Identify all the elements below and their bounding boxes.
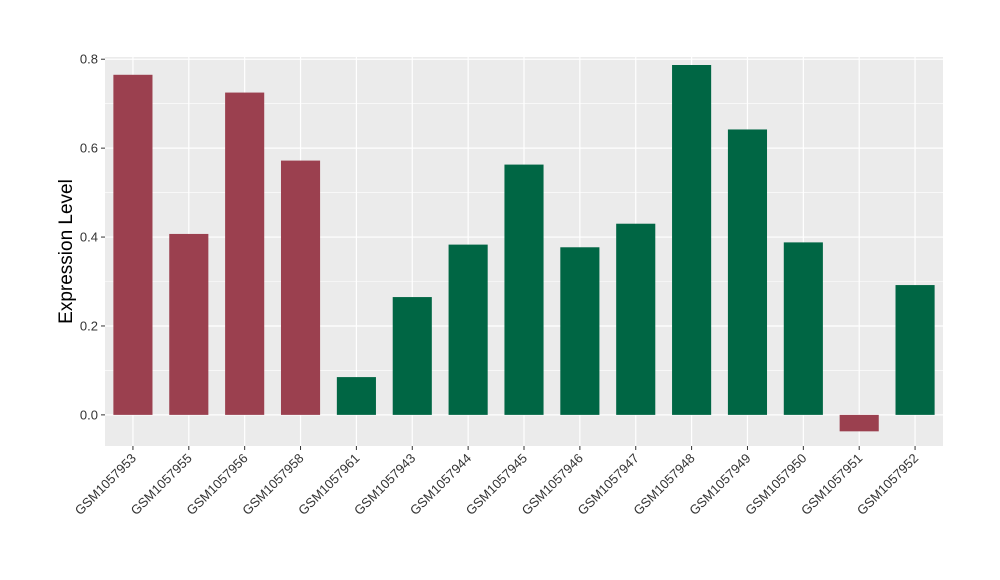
y-axis-title: Expression Level <box>56 179 77 324</box>
bar-GSM1057947 <box>616 223 656 415</box>
bar-GSM1057950 <box>783 242 823 415</box>
bar-GSM1057958 <box>280 160 321 415</box>
y-tick-label: 0.0 <box>80 407 98 422</box>
bar-GSM1057955 <box>169 233 209 415</box>
bar-GSM1057953 <box>113 74 153 415</box>
y-tick-label: 0.2 <box>80 318 98 333</box>
bar-GSM1057952 <box>895 285 935 415</box>
y-tick-label: 0.6 <box>80 141 98 156</box>
bar-GSM1057961 <box>336 377 376 415</box>
bar-GSM1057943 <box>392 297 432 415</box>
y-tick-label: 0.4 <box>80 230 98 245</box>
bar-GSM1057948 <box>672 65 712 415</box>
bars <box>113 65 935 432</box>
bar-GSM1057946 <box>560 247 600 415</box>
bar-GSM1057951 <box>839 414 879 432</box>
y-axis: 0.0 0.2 0.4 0.6 0.8 <box>80 52 105 422</box>
bar-GSM1057944 <box>448 244 488 415</box>
bar-GSM1057945 <box>504 164 544 415</box>
bar-GSM1057956 <box>225 92 265 415</box>
x-axis: GSM1057953GSM1057955GSM1057956GSM1057958… <box>72 446 921 518</box>
y-tick-label: 0.8 <box>80 52 98 67</box>
bar-GSM1057949 <box>727 129 768 415</box>
